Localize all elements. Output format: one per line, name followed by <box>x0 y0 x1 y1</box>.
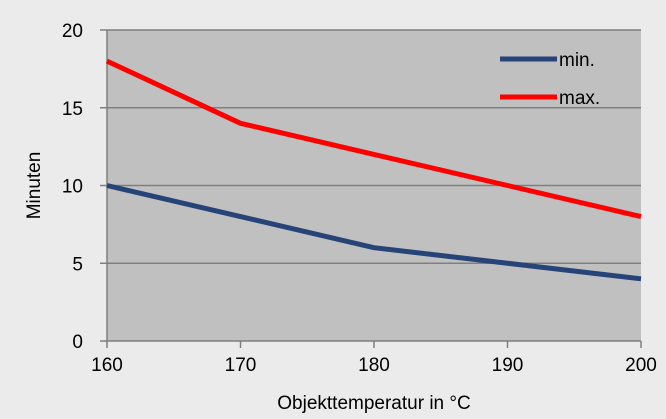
x-tick-label-200: 200 <box>625 355 657 376</box>
y-tick-label-5: 5 <box>72 254 83 275</box>
series-lines <box>105 58 642 282</box>
x-axis-title: Objekttemperatur in °C <box>277 393 470 414</box>
y-tick-label-10: 10 <box>62 177 83 198</box>
legend-label-max: max. <box>559 88 600 109</box>
x-tick-label-190: 190 <box>492 355 524 376</box>
series-line-max <box>105 58 642 220</box>
legend: min. max. <box>500 50 600 109</box>
y-tick-label-0: 0 <box>72 332 83 353</box>
series-line-min <box>106 183 642 282</box>
y-axis-title: Minuten <box>24 152 45 220</box>
x-tick-label-170: 170 <box>225 355 257 376</box>
legend-label-min: min. <box>559 50 595 71</box>
x-tick-label-180: 180 <box>358 355 390 376</box>
gridlines <box>100 29 641 264</box>
y-tick-label-20: 20 <box>62 21 83 42</box>
x-tick-label-160: 160 <box>91 355 123 376</box>
axes <box>100 30 642 348</box>
y-tick-label-15: 15 <box>62 99 83 120</box>
tick-labels: 0 5 10 15 20 160 170 180 190 200 <box>62 21 657 376</box>
